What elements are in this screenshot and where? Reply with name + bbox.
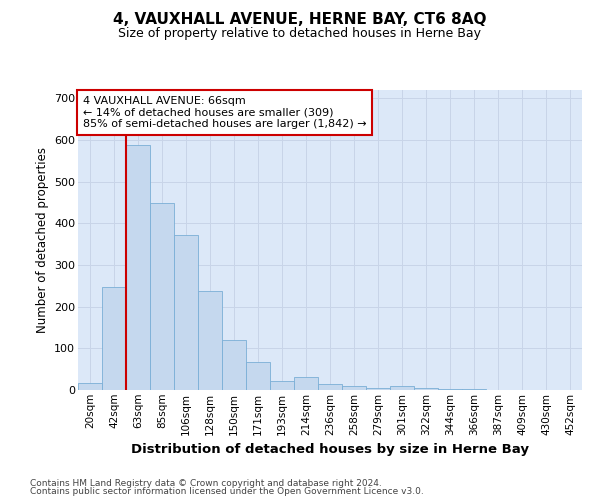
Bar [174,235,198,390]
X-axis label: Distribution of detached houses by size in Herne Bay: Distribution of detached houses by size … [131,443,529,456]
Bar [126,145,150,390]
Bar [342,386,366,390]
Bar [462,389,486,390]
Bar [102,286,126,390]
Text: Size of property relative to detached houses in Herne Bay: Size of property relative to detached ho… [119,28,482,40]
Bar [270,381,294,390]
Bar [438,389,462,390]
Bar [390,386,414,390]
Text: Contains HM Land Registry data © Crown copyright and database right 2024.: Contains HM Land Registry data © Crown c… [30,478,382,488]
Text: 4, VAUXHALL AVENUE, HERNE BAY, CT6 8AQ: 4, VAUXHALL AVENUE, HERNE BAY, CT6 8AQ [113,12,487,28]
Bar [198,291,222,390]
Bar [78,382,102,390]
Bar [294,377,318,390]
Bar [150,203,174,390]
Text: 4 VAUXHALL AVENUE: 66sqm
← 14% of detached houses are smaller (309)
85% of semi-: 4 VAUXHALL AVENUE: 66sqm ← 14% of detach… [83,96,367,129]
Bar [222,340,246,390]
Bar [366,388,390,390]
Bar [414,388,438,390]
Y-axis label: Number of detached properties: Number of detached properties [35,147,49,333]
Bar [246,362,270,390]
Text: Contains public sector information licensed under the Open Government Licence v3: Contains public sector information licen… [30,487,424,496]
Bar [318,384,342,390]
